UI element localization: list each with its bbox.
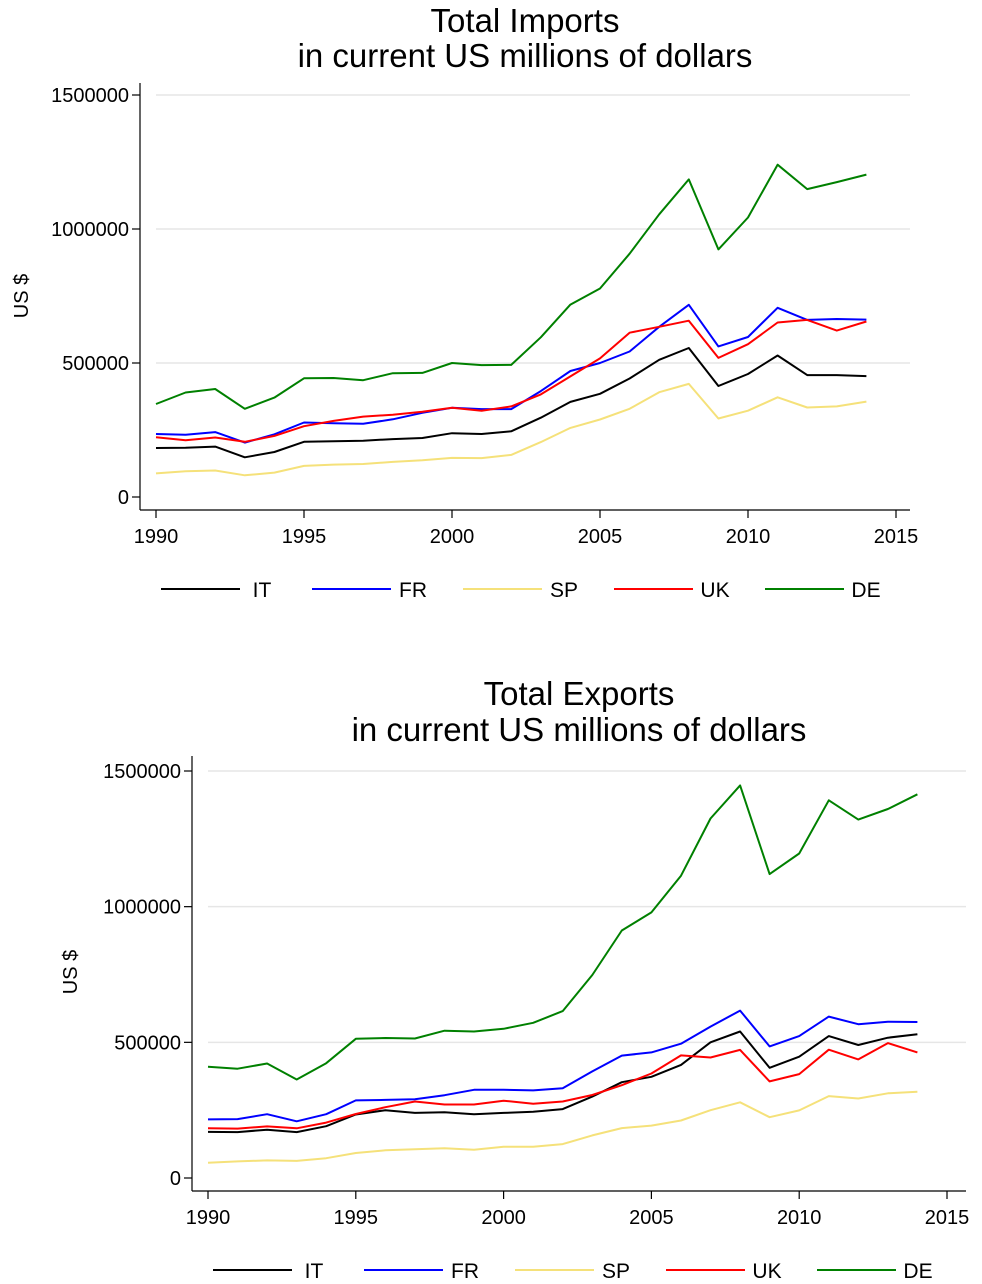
series-line-sp [155,382,867,477]
legend-label-fr: FR [399,579,427,602]
x-tick-label: 2015 [925,1207,970,1229]
y-tick-label: 1500000 [51,85,129,107]
imports-chart-panel: Total Imports in current US millions of d… [0,0,982,640]
legend-label-uk: UK [700,579,729,602]
series-line-fr [155,303,867,444]
legend-label-fr: FR [451,1260,479,1283]
legend-label-uk: UK [752,1260,781,1283]
series-line-it [155,347,867,459]
series-line-sp [207,1090,918,1164]
exports-chart-panel: Total Exports in current US millions of d… [0,670,982,1284]
y-axis-title: US $ [60,950,82,994]
y-tick-label: 1000000 [51,219,129,241]
series-line-it [207,1030,918,1134]
x-tick-label: 1990 [134,526,179,548]
x-tick-label: 1990 [186,1207,231,1229]
x-tick-label: 2010 [726,526,771,548]
chart-subtitle: in current US millions of dollars [298,37,753,74]
x-tick-label: 2000 [430,526,475,548]
chart-title: Total Exports [484,675,675,712]
x-tick-label: 2015 [874,526,919,548]
series-line-uk [207,1042,918,1130]
series-line-uk [155,318,867,443]
legend-label-de: DE [851,579,880,602]
y-tick-label: 500000 [62,353,129,375]
x-tick-label: 2005 [578,526,623,548]
series-line-de [155,163,867,410]
legend-label-it: IT [305,1260,324,1283]
y-tick-label: 1000000 [103,897,181,919]
x-tick-label: 1995 [334,1207,379,1229]
y-tick-label: 1500000 [103,761,181,783]
y-tick-label: 0 [170,1168,181,1190]
x-tick-label: 2010 [777,1207,822,1229]
series-line-fr [207,1009,918,1123]
x-tick-label: 1995 [282,526,327,548]
legend-label-sp: SP [550,579,578,602]
legend-label-sp: SP [602,1260,630,1283]
legend-label-it: IT [253,579,272,602]
chart-subtitle: in current US millions of dollars [352,711,807,748]
x-tick-label: 2005 [629,1207,674,1229]
x-tick-label: 2000 [481,1207,526,1229]
y-axis-title: US $ [11,274,33,318]
legend-label-de: DE [903,1260,932,1283]
series-line-de [207,784,918,1081]
chart-title: Total Imports [431,2,620,39]
y-tick-label: 0 [118,487,129,509]
y-tick-label: 500000 [114,1032,181,1054]
